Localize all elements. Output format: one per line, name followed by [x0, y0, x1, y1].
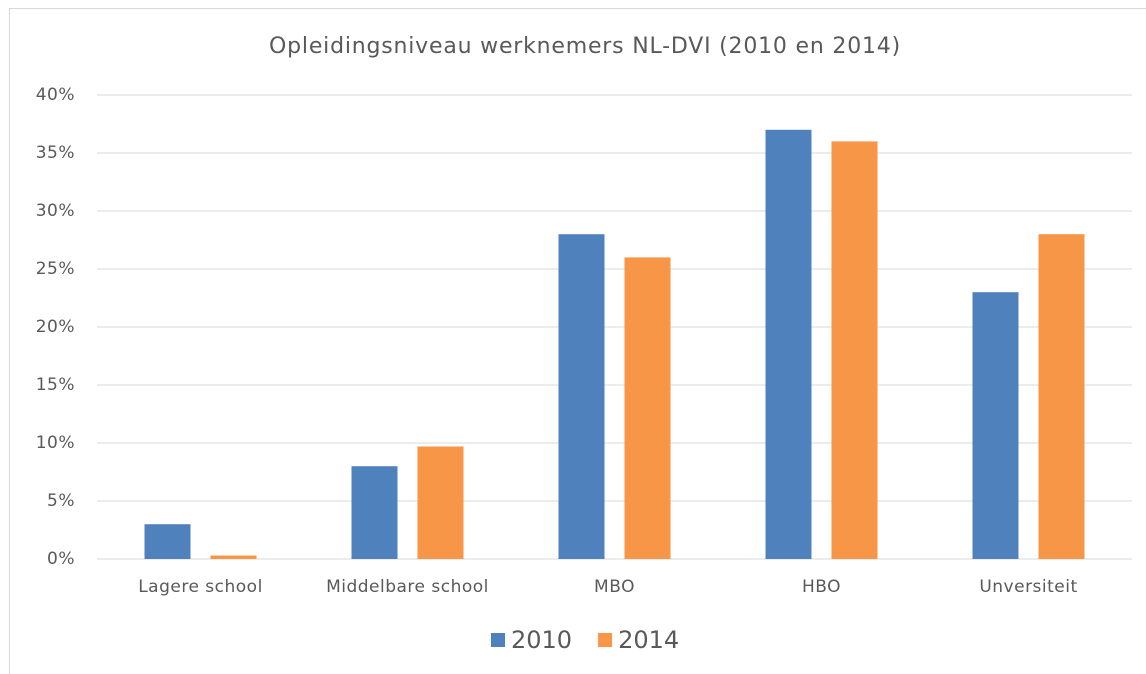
x-tick-label: HBO: [802, 577, 841, 597]
bar: [1038, 234, 1085, 559]
x-tick-label: Lagere school: [138, 577, 263, 597]
bar: [624, 257, 671, 559]
y-tick-label: 10%: [36, 433, 75, 453]
y-tick-label: 0%: [47, 549, 75, 569]
bar: [144, 524, 191, 559]
bar: [831, 141, 878, 559]
x-tick-label: Middelbare school: [326, 577, 489, 597]
y-tick-label: 30%: [36, 201, 75, 221]
y-tick-label: 25%: [36, 259, 75, 279]
bar: [417, 446, 464, 559]
y-tick-label: 20%: [36, 317, 75, 337]
legend-swatch: [598, 633, 613, 647]
bar: [351, 466, 398, 559]
y-tick-label: 15%: [36, 375, 75, 395]
legend-label: 2014: [618, 626, 679, 654]
legend-label: 2010: [511, 626, 572, 654]
legend-swatch: [491, 633, 505, 647]
bar: [765, 129, 812, 560]
y-tick-label: 5%: [47, 491, 75, 511]
x-tick-label: Unversiteit: [979, 577, 1077, 597]
y-tick-label: 35%: [36, 143, 75, 163]
bar: [972, 292, 1019, 559]
chart-title: Opleidingsniveau werknemers NL-DVI (2010…: [269, 34, 901, 59]
bar: [558, 234, 605, 559]
bar: [210, 555, 257, 559]
y-tick-label: 40%: [36, 85, 75, 105]
x-tick-label: MBO: [594, 577, 635, 597]
